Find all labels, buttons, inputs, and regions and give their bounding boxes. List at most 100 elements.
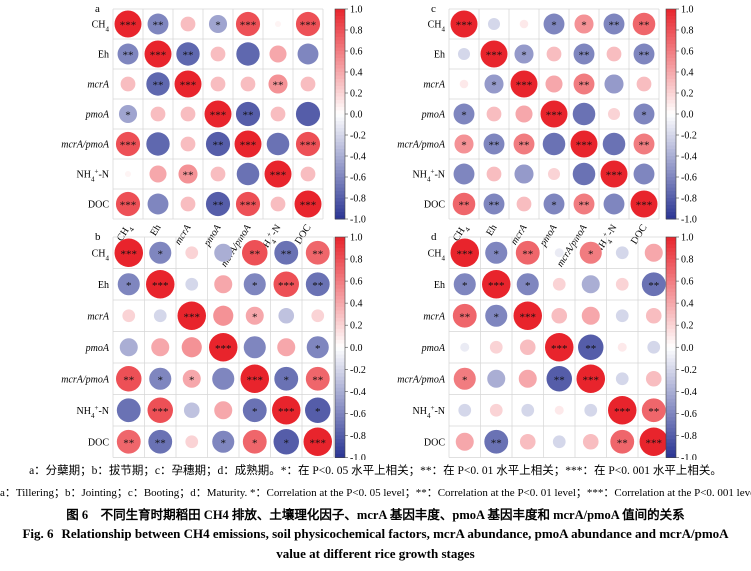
colorbar-segment xyxy=(666,159,676,164)
row-label: mcrA/pmoA xyxy=(61,140,110,151)
corr-circle xyxy=(607,107,621,121)
corr-circle xyxy=(514,164,534,184)
sig-mark: ** xyxy=(579,50,590,62)
sig-mark: * xyxy=(494,311,500,323)
colorbar-segment xyxy=(335,187,345,192)
colorbar-segment xyxy=(335,248,345,253)
corr-circle xyxy=(235,11,261,37)
colorbar-segment xyxy=(666,332,676,337)
corr-circle xyxy=(120,76,136,92)
colorbar-segment xyxy=(335,205,345,209)
colorbar-segment xyxy=(335,37,345,41)
colorbar-segment xyxy=(335,384,345,389)
sig-mark: *** xyxy=(456,20,473,32)
corr-circle xyxy=(144,40,172,68)
colorbar-segment xyxy=(666,68,676,73)
corr-circle xyxy=(303,427,332,456)
colorbar-tick-label: -0.8 xyxy=(681,431,697,442)
colorbar-segment xyxy=(335,128,345,132)
sig-mark: ** xyxy=(489,140,500,152)
colorbar-segment xyxy=(666,284,676,289)
sig-mark: ** xyxy=(243,110,254,122)
colorbar-segment xyxy=(335,281,345,286)
panel-label: d xyxy=(431,231,437,243)
colorbar-segment xyxy=(666,446,676,451)
corr-circle xyxy=(117,273,140,296)
corr-circle xyxy=(573,193,595,215)
corr-circle xyxy=(615,372,629,386)
colorbar-segment xyxy=(335,428,345,433)
sig-mark: *** xyxy=(120,200,137,212)
column-label: Eh xyxy=(148,223,163,238)
colorbar-segment xyxy=(335,240,345,245)
colorbar-segment xyxy=(335,395,345,400)
colorbar-segment xyxy=(666,417,676,422)
sig-mark: ** xyxy=(281,248,292,260)
colorbar-segment xyxy=(666,96,676,101)
colorbar-segment xyxy=(335,72,345,76)
corr-circle xyxy=(459,79,469,89)
colorbar-segment xyxy=(666,310,676,315)
colorbar-segment xyxy=(335,198,345,202)
column-label: DOC xyxy=(293,222,314,246)
corr-circle xyxy=(274,366,299,391)
colorbar-segment xyxy=(666,191,676,195)
corr-circle xyxy=(176,42,200,66)
colorbar-segment xyxy=(666,149,676,153)
colorbar-segment xyxy=(666,303,676,308)
colorbar-segment xyxy=(666,347,676,352)
corr-circle xyxy=(146,132,170,156)
colorbar-segment xyxy=(335,93,345,97)
note-cn: a：分蘖期；b：拔节期；c：孕穗期；d：成熟期。*：在 P<0. 05 水平上相… xyxy=(29,465,722,477)
corr-circle xyxy=(305,240,330,265)
colorbar-segment xyxy=(335,270,345,275)
sig-mark: ** xyxy=(585,343,596,355)
sig-mark: ** xyxy=(617,437,628,449)
colorbar-tick-label: -0.8 xyxy=(350,194,366,205)
corr-circle xyxy=(124,170,132,178)
colorbar-segment xyxy=(335,332,345,337)
colorbar-tick-label: -1.0 xyxy=(681,453,697,460)
colorbar-tick-label: 0.2 xyxy=(350,321,363,332)
colorbar-tick-label: 0.0 xyxy=(681,110,694,121)
row-label: DOC xyxy=(424,200,445,211)
colorbar-tick-label: 1.0 xyxy=(350,233,363,244)
colorbar-segment xyxy=(666,114,676,118)
colorbar-tick-label: 0.0 xyxy=(350,110,363,121)
corr-circle xyxy=(644,243,663,262)
colorbar-segment xyxy=(666,295,676,300)
corr-circle xyxy=(116,398,141,423)
colorbar-segment xyxy=(335,262,345,267)
colorbar-segment xyxy=(335,124,345,129)
colorbar-tick-label: -0.2 xyxy=(350,365,366,376)
colorbar-segment xyxy=(666,33,676,38)
row-label: mcrA/pmoA xyxy=(397,140,446,151)
colorbar-segment xyxy=(335,310,345,315)
colorbar-segment xyxy=(335,306,345,311)
colorbar-segment xyxy=(666,208,676,213)
corr-circle xyxy=(457,47,471,61)
colorbar-segment xyxy=(335,103,345,108)
colorbar-segment xyxy=(666,75,676,80)
sig-mark: ** xyxy=(273,80,284,92)
colorbar-segment xyxy=(666,173,676,178)
colorbar-segment xyxy=(335,75,345,80)
colorbar-segment xyxy=(335,215,345,220)
colorbar-segment xyxy=(335,343,345,348)
colorbar-segment xyxy=(666,244,676,249)
colorbar-segment xyxy=(666,251,676,256)
sig-mark: * xyxy=(461,140,467,152)
corr-circle xyxy=(213,305,234,326)
panel-a: a*** ** * *** ***** *** **** *** *** *** ***** ** **… xyxy=(61,3,366,269)
colorbar-segment xyxy=(335,391,345,396)
caption-en-line2: value at different rice growth stages xyxy=(276,546,475,561)
panel-c: c*** * * ** ***** * ** *** *** *** *** ** ** ** *** ***… xyxy=(397,3,697,269)
colorbar-segment xyxy=(335,44,345,48)
corr-circle xyxy=(178,164,198,184)
colorbar-segment xyxy=(666,409,676,414)
colorbar-segment xyxy=(335,9,345,13)
colorbar-tick-label: -0.4 xyxy=(681,152,697,163)
corr-circle xyxy=(242,240,268,266)
colorbar-segment xyxy=(335,16,345,20)
corr-circle xyxy=(149,165,167,183)
